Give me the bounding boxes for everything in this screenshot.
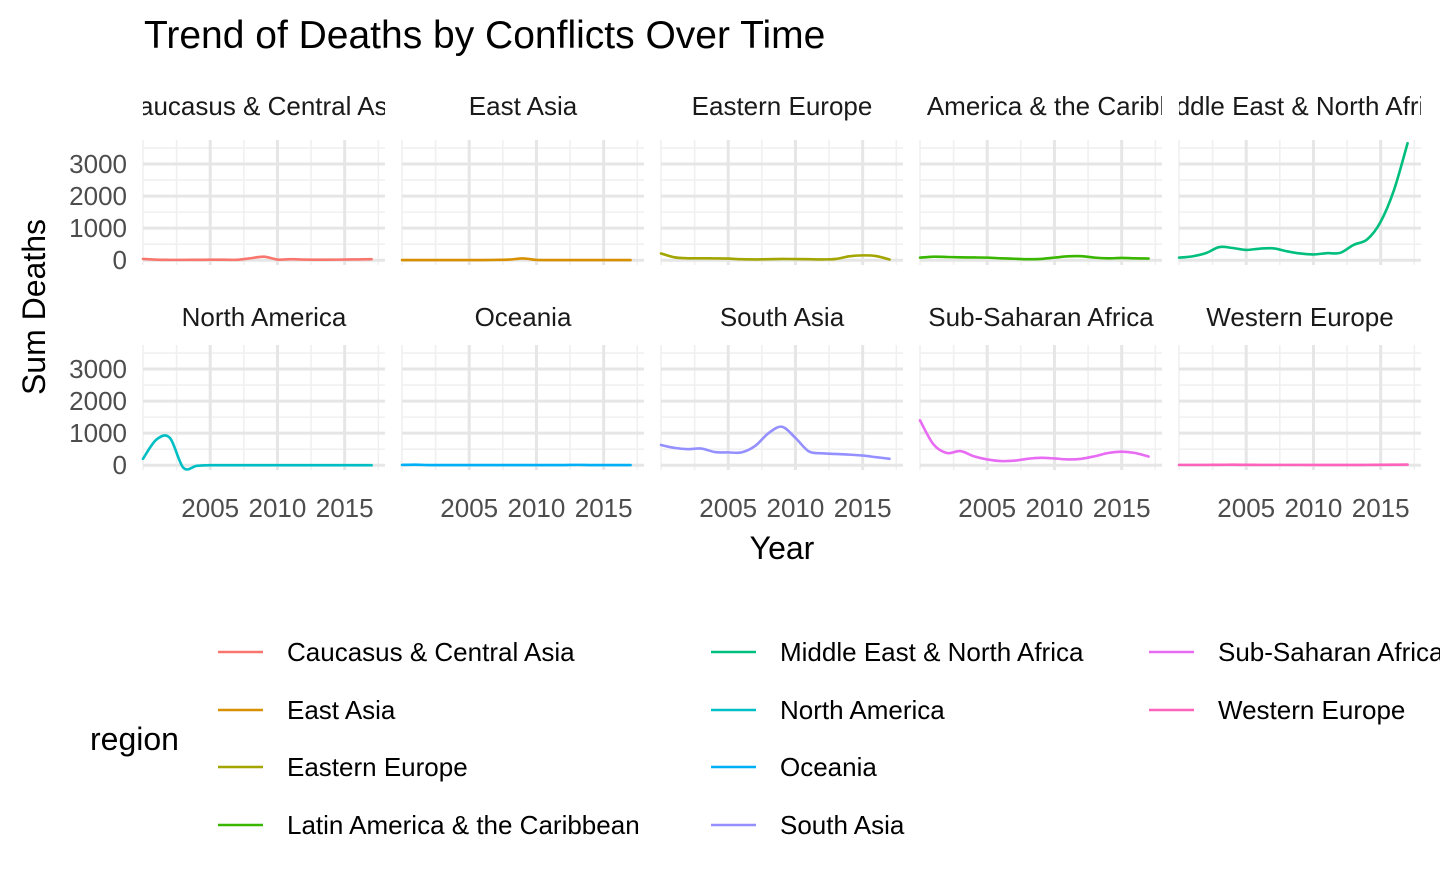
facet-panel-sub-saharan-africa: Sub-Saharan Africa 2005 2010 2015 xyxy=(920,302,1162,523)
x-tick-label: 2005 xyxy=(699,493,757,523)
x-tick-label: 2005 xyxy=(181,493,239,523)
legend-label: Middle East & North Africa xyxy=(780,637,1084,667)
facet-panel-middle-east-and-north-africa: Middle East & North Africa xyxy=(1148,91,1440,265)
facet-strip-label: Caucasus & Central Asia xyxy=(120,91,408,121)
x-tick-label: 2015 xyxy=(575,493,633,523)
y-tick-label: 2000 xyxy=(69,181,127,211)
y-tick-label: 0 xyxy=(113,245,127,275)
facet-strip-label: Sub-Saharan Africa xyxy=(928,302,1154,332)
facet-strip-label: Oceania xyxy=(475,302,572,332)
x-tick-label: 2005 xyxy=(440,493,498,523)
legend-label: Sub-Saharan Africa xyxy=(1218,637,1440,667)
x-tick-label: 2015 xyxy=(834,493,892,523)
legend-label: Oceania xyxy=(780,752,877,782)
facet-strip-label: East Asia xyxy=(469,91,578,121)
facet-strip-label: Western Europe xyxy=(1206,302,1393,332)
x-tick-label: 2015 xyxy=(1093,493,1151,523)
x-tick-label: 2010 xyxy=(1285,493,1343,523)
facet-strip-label: Middle East & North Africa xyxy=(1148,91,1440,121)
y-tick-label: 0 xyxy=(113,450,127,480)
legend-title: region xyxy=(90,721,179,757)
facet-strip-label: Eastern Europe xyxy=(692,91,873,121)
legend-item-sub-saharan-africa: Sub-Saharan Africa xyxy=(1149,637,1440,667)
legend-item-east-asia: East Asia xyxy=(218,695,396,725)
legend-label: Western Europe xyxy=(1218,695,1405,725)
facet-panel-east-asia: East Asia xyxy=(402,91,644,265)
legend-item-north-america: North America xyxy=(711,695,945,725)
x-tick-label: 2015 xyxy=(316,493,374,523)
x-tick-label: 2010 xyxy=(1026,493,1084,523)
facet-panels: Caucasus & Central Asia0100020003000East… xyxy=(69,91,1440,523)
x-tick-label: 2010 xyxy=(767,493,825,523)
legend-item-latin-america-and-the-caribbean: Latin America & the Caribbean xyxy=(218,810,640,840)
legend: region Caucasus & Central Asia East Asia E… xyxy=(90,637,1440,840)
y-tick-label: 1000 xyxy=(69,418,127,448)
x-tick-label: 2005 xyxy=(958,493,1016,523)
y-tick-label: 3000 xyxy=(69,149,127,179)
x-tick-label: 2005 xyxy=(1217,493,1275,523)
y-tick-label: 3000 xyxy=(69,354,127,384)
legend-item-middle-east-and-north-africa: Middle East & North Africa xyxy=(711,637,1084,667)
x-tick-label: 2010 xyxy=(249,493,307,523)
legend-label: South Asia xyxy=(780,810,905,840)
x-axis-title: Year xyxy=(750,530,815,566)
legend-label: North America xyxy=(780,695,945,725)
facet-panel-western-europe: Western Europe 2005 2010 2015 xyxy=(1179,302,1421,523)
facet-panel-latin-america-and-the-caribbean: Latin America & the Caribbean xyxy=(865,91,1218,265)
y-tick-label: 2000 xyxy=(69,386,127,416)
x-tick-label: 2015 xyxy=(1352,493,1410,523)
facet-strip-label: Latin America & the Caribbean xyxy=(865,91,1218,121)
legend-items: Caucasus & Central Asia East Asia Eastern … xyxy=(218,637,1440,840)
legend-item-caucasus-and-central-asia: Caucasus & Central Asia xyxy=(218,637,575,667)
facet-panel-oceania: Oceania 2005 2010 2015 xyxy=(402,302,644,523)
legend-item-western-europe: Western Europe xyxy=(1149,695,1405,725)
facet-strip-label: North America xyxy=(182,302,347,332)
facet-strip-label: South Asia xyxy=(720,302,845,332)
legend-label: Eastern Europe xyxy=(287,752,468,782)
legend-item-south-asia: South Asia xyxy=(711,810,905,840)
legend-item-eastern-europe: Eastern Europe xyxy=(218,752,468,782)
y-tick-label: 1000 xyxy=(69,213,127,243)
facet-panel-south-asia: South Asia 2005 2010 2015 xyxy=(661,302,903,523)
y-axis-title: Sum Deaths xyxy=(16,219,52,395)
facet-panel-eastern-europe: Eastern Europe xyxy=(661,91,903,265)
x-tick-label: 2010 xyxy=(508,493,566,523)
legend-label: Latin America & the Caribbean xyxy=(287,810,640,840)
legend-item-oceania: Oceania xyxy=(711,752,877,782)
legend-label: Caucasus & Central Asia xyxy=(287,637,575,667)
chart-title: Trend of Deaths by Conflicts Over Time xyxy=(144,14,825,57)
legend-label: East Asia xyxy=(287,695,396,725)
